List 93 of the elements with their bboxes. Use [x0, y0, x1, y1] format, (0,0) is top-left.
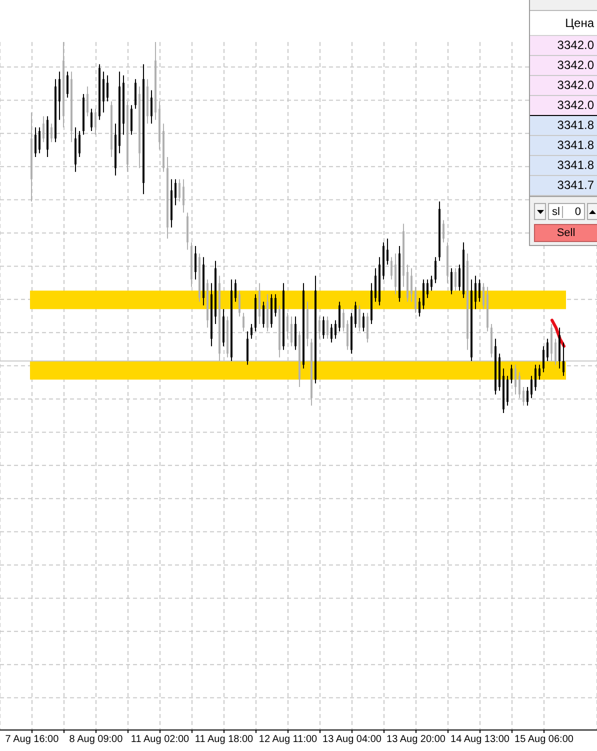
x-tick-label: 8 Aug 09:00: [69, 734, 124, 746]
candlestick: [94, 108, 96, 136]
candlestick: [346, 320, 348, 350]
candlestick: [410, 268, 412, 302]
candlestick: [182, 178, 184, 214]
x-tick-label: 7 Aug 16:00: [5, 734, 60, 746]
candlestick: [194, 246, 196, 280]
candlestick: [458, 264, 460, 292]
x-tick-label: 13 Aug 20:00: [386, 734, 446, 746]
candlestick: [366, 312, 368, 344]
x-tick-label: 14 Aug 13:00: [450, 734, 510, 746]
number-field: sl 0: [548, 203, 585, 220]
x-tick-label: 11 Aug 02:00: [130, 734, 190, 746]
candlestick: [86, 86, 88, 117]
category-label: 3342.0: [530, 56, 597, 76]
candlestick: [262, 301, 264, 328]
category-label: 3341.8: [530, 115, 597, 136]
candlestick: [338, 301, 340, 332]
candlestick: [342, 308, 344, 332]
annotation: sl: [552, 206, 563, 218]
category-label: 3341.8: [530, 156, 597, 176]
candlestick: [90, 108, 92, 132]
category-label: 3341.8: [530, 136, 597, 156]
text: Цена: [530, 11, 597, 36]
candlestick: [430, 275, 432, 292]
candlestick: [474, 275, 476, 310]
candlestick: [250, 323, 252, 340]
candlestick: [38, 126, 40, 154]
x-tick-label: 12 Aug 11:00: [258, 734, 318, 746]
candlestick: [534, 364, 536, 392]
x-tick-label: 11 Aug 18:00: [194, 734, 254, 746]
category-label: 3342.0: [530, 36, 597, 56]
candlestick: [334, 320, 336, 340]
candlestick: [102, 71, 104, 113]
candlestick: [386, 238, 388, 266]
candlestick: [454, 268, 456, 292]
x-tick-label: 15 Aug 06:00: [514, 734, 574, 746]
candlestick: [434, 256, 436, 284]
candlestick: [354, 301, 356, 328]
candlestick: [286, 312, 288, 340]
candlestick: [414, 286, 416, 314]
candlestick: [478, 278, 480, 302]
candlestick: [246, 330, 248, 366]
candlestick: [538, 364, 540, 380]
candlestick: [66, 71, 68, 98]
candlestick: [542, 346, 544, 373]
candlestick: [174, 178, 176, 206]
candlestick: [42, 116, 44, 143]
candlestick: [426, 278, 428, 298]
candlestick: [362, 312, 364, 332]
candlestick: [394, 252, 396, 295]
candlestick: [130, 104, 132, 136]
candlestick: [530, 375, 532, 399]
candlestick: [522, 386, 524, 406]
candlestick: [274, 294, 276, 318]
candlestick: [106, 74, 108, 102]
candlestick: [78, 130, 80, 158]
candlestick: [294, 316, 296, 350]
candlestick: [322, 316, 324, 340]
category-label: 3341.7: [530, 176, 597, 196]
candlestick: [562, 342, 564, 376]
candlestick: [506, 375, 508, 406]
candlestick: [238, 290, 240, 318]
candlestick: [514, 364, 516, 395]
candlestick: [50, 123, 52, 143]
candlestick: [546, 338, 548, 362]
candlestick: [318, 316, 320, 340]
candlestick: [554, 338, 556, 366]
candlestick: [358, 304, 360, 332]
candlestick: [418, 297, 420, 318]
candlestick: [178, 178, 180, 202]
candlestick: [374, 268, 376, 302]
candlestick: [518, 372, 520, 399]
candlestick: [290, 316, 292, 347]
candlestick: [326, 316, 328, 340]
sell-button: Sell: [534, 224, 597, 242]
candlestick: [526, 386, 528, 406]
candlestick: [34, 126, 36, 158]
candlestick: [330, 323, 332, 344]
candlestick: [422, 278, 424, 310]
category-label: 3342.0: [530, 96, 597, 116]
candlestick: [150, 90, 152, 124]
candlestick: [390, 256, 392, 280]
category-label: 3342.0: [530, 76, 597, 96]
x-tick-label: 13 Aug 04:00: [322, 734, 382, 746]
candlestick: [234, 278, 236, 302]
candlestick: [450, 268, 452, 295]
candlestick: [58, 71, 60, 120]
candlestick: [482, 282, 484, 310]
candlestick: [510, 364, 512, 384]
candlestick: [442, 220, 444, 243]
candlestick: [242, 312, 244, 332]
candlestick: [134, 78, 136, 110]
